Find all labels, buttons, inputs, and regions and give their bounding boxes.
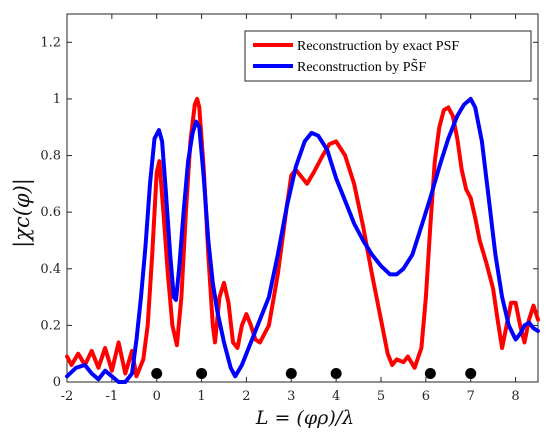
point-marker xyxy=(285,368,297,380)
point-marker xyxy=(424,368,436,380)
marker-layer xyxy=(151,368,477,380)
point-marker xyxy=(196,368,208,380)
legend-label-exact-psf: Reconstruction by exact PSF xyxy=(297,39,459,54)
y-tick-label: 1.2 xyxy=(40,35,61,50)
x-tick-label: 6 xyxy=(422,389,430,404)
series-line-exact-psf xyxy=(65,96,540,379)
series-line-approx-psf xyxy=(65,96,540,384)
x-tick-label: 5 xyxy=(377,389,385,404)
y-tick-label: 0.6 xyxy=(40,205,61,220)
point-marker xyxy=(465,368,477,380)
legend-box xyxy=(244,30,532,82)
x-tick-label: -1 xyxy=(106,389,119,404)
axis-ticks: -2 -1 0 1 2 3 4 5 6 7 8 0 0.2 0.4 0.6 0.8 1 1.2 xyxy=(40,14,538,404)
x-axis-label: L = (φρ)/λ xyxy=(255,407,354,429)
x-tick-label: 3 xyxy=(287,389,295,404)
x-tick-label: 7 xyxy=(467,389,475,404)
y-tick-label: 0.4 xyxy=(40,262,61,277)
x-tick-label: -2 xyxy=(61,389,74,404)
y-tick-label: 0 xyxy=(53,375,61,390)
x-tick-label: 2 xyxy=(242,389,250,404)
x-tick-label: 8 xyxy=(511,389,519,404)
point-marker xyxy=(330,368,342,380)
legend: Reconstruction by exact PSF Reconstructi… xyxy=(244,30,532,82)
x-tick-label: 0 xyxy=(153,389,161,404)
y-tick-label: 0.8 xyxy=(40,149,61,164)
legend-label-approx-psf: Reconstruction by PS̃F xyxy=(297,58,426,75)
x-tick-label: 1 xyxy=(197,389,205,404)
series-layer xyxy=(65,96,540,384)
point-marker xyxy=(151,368,163,380)
y-tick-label: 0.2 xyxy=(40,318,61,333)
y-tick-label: 1 xyxy=(53,92,61,107)
x-tick-label: 4 xyxy=(332,389,340,404)
y-axis-label: |χc(φ)| xyxy=(10,178,35,248)
